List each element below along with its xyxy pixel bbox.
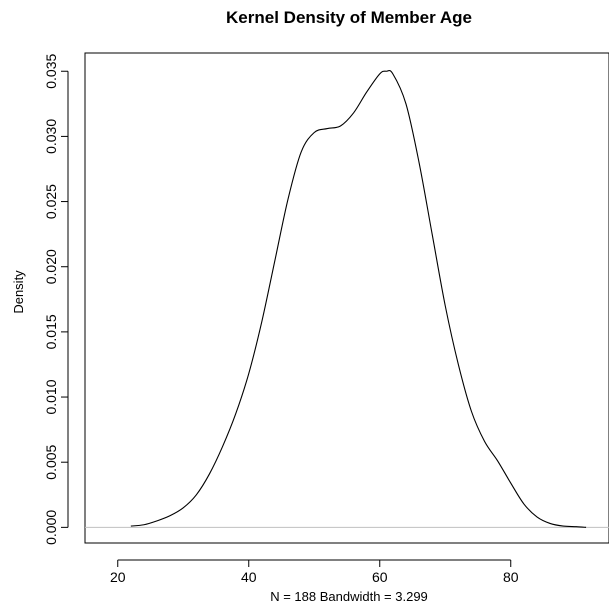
plot-frame — [84, 52, 609, 544]
y-tick-label: 0.035 — [43, 54, 59, 89]
y-axis: 0.000 0.005 0.010 0.015 0.020 0.025 0.030 0.035 — [43, 54, 69, 545]
x-axis: 20 40 60 80 — [110, 559, 519, 585]
x-tick-label: 80 — [503, 569, 519, 585]
y-tick-label: 0.025 — [43, 184, 59, 219]
y-tick-label: 0.015 — [43, 314, 59, 349]
y-axis-label: Density — [11, 270, 26, 314]
y-tick-label: 0.020 — [43, 249, 59, 284]
y-tick-label: 0.005 — [43, 444, 59, 479]
y-tick-label: 0.000 — [43, 510, 59, 545]
x-axis-label: N = 188 Bandwidth = 3.299 — [270, 589, 428, 604]
y-tick-label: 0.010 — [43, 379, 59, 414]
chart-title: Kernel Density of Member Age — [226, 8, 472, 27]
x-tick-label: 60 — [372, 569, 388, 585]
density-line — [130, 69, 587, 528]
x-tick-label: 40 — [241, 569, 257, 585]
y-tick-label: 0.030 — [43, 119, 59, 154]
x-tick-label: 20 — [110, 569, 126, 585]
